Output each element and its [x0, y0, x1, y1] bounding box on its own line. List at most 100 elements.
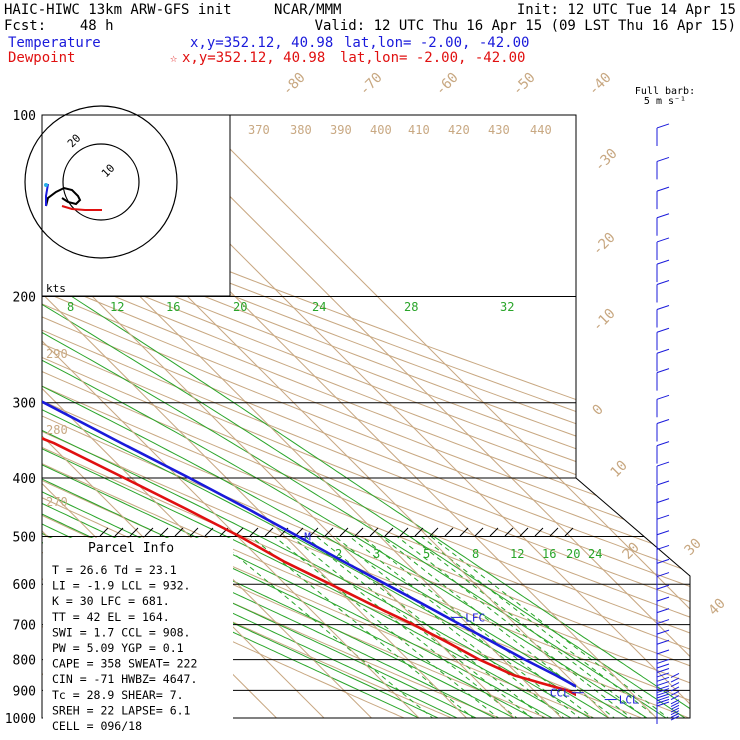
hodograph-marker [44, 183, 48, 187]
legend-dewpoint-star-icon: ☆ [170, 51, 177, 65]
barb-flag [670, 695, 680, 701]
barb-flag [656, 572, 670, 578]
barb-flag [670, 686, 680, 692]
legend-temperature-xy: x,y=352.12, 40.98 [190, 35, 333, 51]
barb-flag [656, 558, 670, 564]
tick-slash [369, 527, 379, 537]
parcel-row-8: Tc = 28.9 SHEAR= 7. [52, 688, 184, 702]
moist-label-upper-16: 16 [166, 300, 180, 314]
dry-adiabat-340 [42, 115, 690, 718]
barb-flag [656, 619, 670, 625]
level-label-lfc: LFC [465, 611, 485, 624]
level-label-m: M [304, 530, 311, 543]
mixing-ratio-2 [250, 536, 490, 718]
tick-slash [504, 527, 514, 537]
dry-adiabat-330 [42, 115, 690, 718]
hodograph-ring-outer [24, 105, 178, 259]
temp-label-40: 40 [706, 596, 729, 619]
temp-label--50: -50 [510, 70, 539, 99]
barb-flag [656, 698, 670, 704]
barb-flag [656, 327, 670, 333]
tick-slash [249, 527, 259, 537]
dry-adiabat-400 [42, 115, 690, 718]
tick-slash [549, 527, 559, 537]
parcel-info-title: Parcel Info [88, 541, 174, 556]
parcel-row-7: CIN = -71 HWBZ= 4647. [52, 672, 197, 686]
temp-label--60: -60 [433, 70, 462, 99]
tick-slash [489, 527, 499, 537]
hodograph-unit: kts [46, 282, 66, 295]
moist-adiabat-8 [42, 315, 553, 718]
dry-adiabat-460 [42, 115, 690, 718]
tick-slash [474, 527, 484, 537]
barb-flag [656, 123, 670, 129]
pressure-label-700: 700 [13, 619, 36, 634]
moist-adiabat-4 [42, 343, 534, 718]
barb-flag [656, 584, 670, 590]
init-time: Init: 12 UTC Tue 14 Apr 15 [517, 2, 736, 18]
barb-flag [656, 498, 670, 504]
hodograph-trace-black [45, 186, 82, 207]
temp-label--20: -20 [590, 230, 619, 259]
legend-dewpoint-latlon: lat,lon= -2.00, -42.00 [340, 50, 525, 66]
barb-flag [670, 682, 680, 687]
pressure-label-1000: 1000 [5, 712, 36, 727]
theta-label-440: 440 [530, 123, 552, 137]
moist-label-upper-20: 20 [233, 300, 247, 314]
dry-adiabat-300 [42, 115, 675, 718]
barb-flag [656, 544, 670, 550]
mix-label-lower-2: 2 [335, 547, 342, 561]
dry-adiabat-390 [42, 115, 690, 718]
legend-temperature-label: Temperature [8, 35, 101, 51]
pressure-label-400: 400 [13, 472, 36, 487]
tick-slash [189, 527, 199, 537]
isotherm--110 [0, 102, 4, 731]
hodograph: 20 10 kts [24, 105, 231, 297]
legend-dewpoint-label: Dewpoint [8, 50, 75, 66]
dewpoint-profile [42, 437, 576, 697]
barb-flag [670, 712, 680, 718]
barb-flag [670, 690, 680, 696]
temp-label--80: -80 [280, 70, 309, 99]
barb-flag [656, 608, 670, 614]
parcel-row-4: SWI = 1.7 CCL = 908. [52, 625, 190, 639]
barb-flag [656, 649, 670, 655]
tick-slash [339, 527, 349, 537]
barb-flag [656, 368, 670, 374]
mix-label-lower-3: 3 [373, 547, 380, 561]
pressure-label-300: 300 [13, 397, 36, 412]
dry-adiabat-310 [42, 115, 690, 718]
barb-flag [656, 685, 670, 691]
barb-flag [656, 629, 670, 635]
tick-slash [114, 527, 124, 537]
tick-slash [99, 527, 109, 537]
barb-flag [656, 693, 670, 699]
parcel-info-rows: T = 26.6 Td = 23.1 LI = -1.9 LCL = 932.K … [52, 563, 197, 733]
legend-dewpoint-xy: x,y=352.12, 40.98 [182, 50, 325, 66]
org-label: NCAR/MMM [274, 2, 341, 18]
tick-slash [534, 527, 544, 537]
theta-label-400: 400 [370, 123, 392, 137]
sounding-levels: LCLCCLLFCMEL [304, 530, 639, 706]
dry-adiabat-450 [42, 115, 690, 718]
temp-label--40: -40 [586, 70, 615, 99]
barb-flag [656, 676, 670, 682]
tick-slash [159, 527, 169, 537]
theta-label-410: 410 [408, 123, 430, 137]
pressure-label-600: 600 [13, 578, 36, 593]
legend-temperature-latlon: lat,lon= -2.00, -42.00 [344, 35, 529, 51]
tick-slash [264, 527, 274, 537]
theta-label-390: 390 [330, 123, 352, 137]
dry-adiabat-420 [42, 115, 690, 718]
temp-label--10: -10 [590, 306, 619, 335]
tick-slash [129, 527, 139, 537]
barb-flag [656, 461, 670, 467]
barb-flag [670, 699, 680, 705]
temp-label-10: 10 [608, 458, 631, 481]
mixing-ratio-20 [396, 536, 649, 718]
isotherm-50 [134, 115, 690, 718]
mixing-ratio-32 [430, 536, 686, 718]
barb-flag [670, 702, 680, 708]
parcel-row-3: TT = 42 EL = 164. [52, 610, 170, 624]
barb-flag [670, 707, 680, 713]
